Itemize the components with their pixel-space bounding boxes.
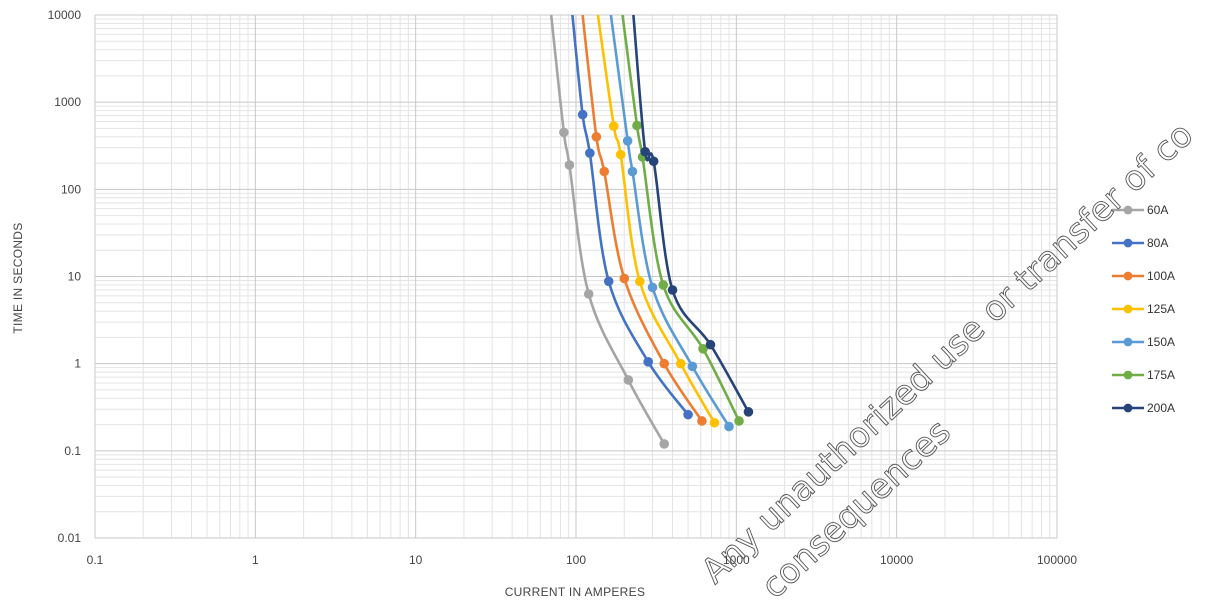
data-point-60a (583, 289, 594, 299)
legend: 60A 80A 100A 125A 150A 175A 200A (1112, 203, 1175, 415)
x-tick-label: 1 (252, 553, 259, 567)
legend-swatch-marker (1123, 304, 1133, 314)
data-point-80a (603, 276, 614, 287)
data-point-200a (705, 339, 716, 350)
legend-label-60a: 60A (1147, 203, 1168, 217)
data-point-100a (659, 358, 670, 369)
legend-swatch-marker (1123, 370, 1133, 380)
data-point-175a (734, 416, 744, 426)
y-tick-label: 1 (74, 357, 81, 371)
y-tick-label: 1000 (54, 95, 81, 109)
legend-item-100a: 100A (1112, 269, 1175, 283)
data-point-200a (648, 156, 659, 167)
legend-item-175a: 175A (1112, 368, 1175, 382)
x-tick-label: 100000 (1037, 553, 1077, 567)
legend-item-125a: 125A (1112, 302, 1175, 316)
data-point-150a (647, 282, 658, 293)
series-175a (621, 14, 744, 426)
y-tick-label: 0.01 (58, 531, 82, 545)
y-tick-labels: 10000 1000 100 10 1 0.1 0.01 (48, 8, 82, 545)
legend-item-150a: 150A (1112, 335, 1175, 349)
legend-swatch-marker (1123, 403, 1133, 413)
legend-item-80a: 80A (1112, 236, 1168, 250)
data-point-200a (743, 407, 754, 417)
data-point-150a (724, 421, 734, 432)
legend-label-80a: 80A (1147, 236, 1168, 250)
data-point-80a (683, 409, 693, 420)
data-point-125a (635, 276, 645, 287)
data-point-60a (564, 160, 575, 170)
data-point-60a (659, 439, 670, 449)
x-tick-labels: 0.1 1 10 100 1000 10000 100000 (87, 553, 1078, 567)
data-point-125a (615, 149, 626, 160)
x-axis-title: CURRENT IN AMPERES (505, 585, 646, 599)
watermark-line-1: Any unauthorized use or transfer of co (694, 115, 1201, 592)
data-point-125a (608, 121, 619, 132)
legend-item-60a: 60A (1112, 203, 1168, 217)
legend-label-175a: 175A (1147, 368, 1175, 382)
data-point-100a (591, 132, 602, 142)
legend-swatch-marker (1123, 271, 1133, 281)
series-80a (571, 14, 693, 420)
legend-label-200a: 200A (1147, 401, 1175, 415)
legend-swatch-marker (1123, 205, 1133, 215)
data-point-100a (697, 416, 707, 426)
x-tick-label: 10 (409, 553, 423, 567)
y-tick-label: 10 (68, 270, 82, 284)
series-layer (549, 14, 754, 449)
data-point-80a (585, 148, 595, 158)
data-point-60a (559, 127, 569, 138)
data-point-150a (622, 136, 633, 146)
data-point-150a (627, 166, 638, 177)
series-60a (549, 14, 670, 449)
x-tick-label: 1000 (723, 553, 750, 567)
data-point-100a (599, 166, 610, 177)
data-point-100a (619, 273, 630, 284)
legend-label-150a: 150A (1147, 335, 1175, 349)
data-point-175a (632, 120, 642, 131)
x-tick-label: 100 (566, 553, 586, 567)
data-point-80a (577, 109, 588, 120)
watermark: Any unauthorized use or transfer of co c… (693, 114, 1201, 607)
major-gridlines (94, 14, 1058, 539)
x-tick-label: 0.1 (87, 553, 104, 567)
series-125a (596, 14, 720, 428)
data-point-60a (623, 375, 634, 385)
data-point-175a (698, 344, 708, 354)
data-point-150a (687, 361, 698, 372)
data-point-200a (667, 285, 678, 295)
data-point-125a (675, 358, 686, 369)
legend-swatch-marker (1123, 238, 1133, 248)
y-tick-label: 0.1 (64, 444, 81, 458)
legend-label-100a: 100A (1147, 269, 1175, 283)
data-point-175a (658, 280, 669, 290)
x-tick-label: 10000 (880, 553, 914, 567)
series-200a (632, 14, 754, 417)
legend-item-200a: 200A (1112, 401, 1175, 415)
data-point-200a (640, 146, 650, 157)
series-100a (581, 14, 707, 426)
legend-label-125a: 125A (1147, 302, 1175, 316)
y-axis-title: TIME IN SECONDS (11, 222, 25, 333)
series-150a (609, 14, 734, 432)
y-tick-label: 10000 (48, 8, 82, 22)
data-point-80a (643, 357, 653, 367)
data-point-125a (709, 417, 720, 428)
legend-swatch-marker (1123, 337, 1133, 347)
y-tick-label: 100 (61, 182, 81, 196)
